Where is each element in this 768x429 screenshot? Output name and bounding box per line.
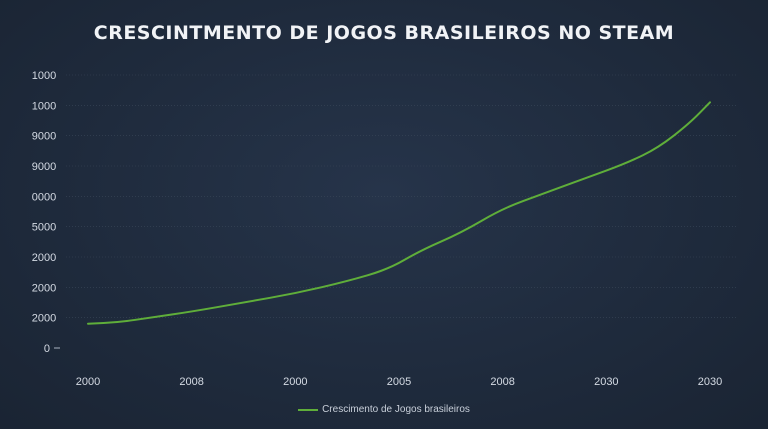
legend: Crescimento de Jogos brasileiros — [0, 404, 768, 415]
legend-label: Crescimento de Jogos brasileiros — [322, 404, 470, 415]
x-tick-label: 2000 — [76, 376, 100, 388]
x-tick-label: 2030 — [698, 376, 722, 388]
y-tick-label: 9000 — [32, 161, 56, 173]
y-tick-label: 0000 — [32, 191, 56, 203]
legend-swatch — [298, 408, 319, 411]
series-line — [87, 101, 711, 325]
x-tick-label: 2030 — [594, 376, 618, 388]
x-tick-label: 2000 — [283, 376, 307, 388]
y-tick-label: 1000 — [32, 70, 56, 82]
y-tick-label: 2000 — [32, 282, 56, 294]
y-tick-label: 0 — [44, 343, 50, 355]
x-tick-label: 2005 — [387, 376, 411, 388]
x-tick-label: 2008 — [179, 376, 203, 388]
y-tick-label: 9000 — [32, 131, 56, 143]
chart-title: CRESCINTMENTO DE JOGOS BRASILEIROS NO ST… — [93, 22, 675, 44]
y-tick-label: 2000 — [32, 252, 56, 264]
y-tick-label: 5000 — [32, 222, 56, 234]
x-tick-label: 2008 — [490, 376, 514, 388]
y-tick-label: 1000 — [32, 100, 56, 112]
y-tick-label: 2000 — [32, 313, 56, 325]
